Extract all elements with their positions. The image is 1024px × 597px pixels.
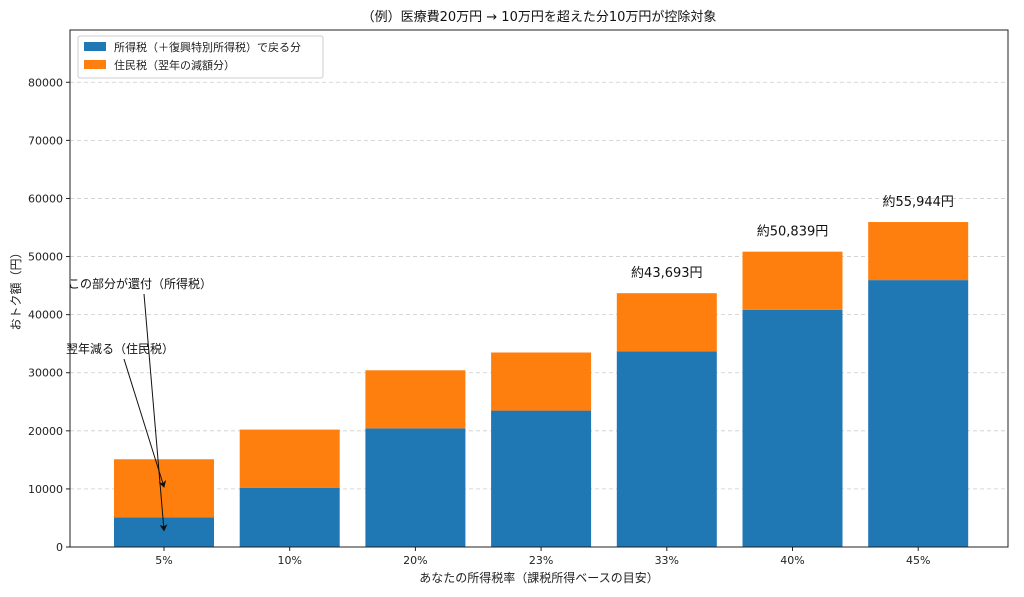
bar-segment-income-tax bbox=[114, 517, 214, 547]
bar-segment-income-tax bbox=[365, 428, 466, 547]
x-tick-label: 45% bbox=[906, 554, 930, 567]
bar-segment-income-tax bbox=[616, 351, 717, 547]
chart-title: （例）医療費20万円 → 10万円を超えた分10万円が控除対象 bbox=[362, 10, 717, 25]
y-axis-label: おトク額（円） bbox=[9, 246, 23, 330]
annotation-arrow bbox=[123, 358, 167, 488]
x-axis-label: あなたの所得税率（課税所得ベースの目安） bbox=[419, 570, 658, 585]
bar-segment-resident-tax bbox=[114, 459, 214, 518]
y-tick-label: 40000 bbox=[28, 309, 63, 322]
x-tick-label: 33% bbox=[655, 554, 679, 567]
y-tick-label: 50000 bbox=[28, 251, 63, 264]
legend-swatch bbox=[84, 42, 106, 51]
annotation-text: この部分が還付（所得税） bbox=[68, 276, 212, 291]
bar-segment-income-tax bbox=[742, 309, 843, 547]
bar-segment-resident-tax bbox=[868, 222, 969, 281]
bar-segment-resident-tax bbox=[365, 370, 466, 429]
x-tick-label: 23% bbox=[529, 554, 553, 567]
y-tick-label: 20000 bbox=[28, 425, 63, 438]
y-tick-label: 30000 bbox=[28, 367, 63, 380]
annotation-arrow bbox=[143, 293, 168, 532]
bar-segment-resident-tax bbox=[491, 352, 592, 411]
y-tick-label: 10000 bbox=[28, 483, 63, 496]
bar-segment-income-tax bbox=[491, 410, 592, 547]
annotation-text: 翌年減る（住民税） bbox=[66, 341, 174, 356]
bar-segment-income-tax bbox=[239, 487, 340, 547]
x-tick-label: 40% bbox=[780, 554, 804, 567]
y-tick-label: 0 bbox=[56, 541, 63, 554]
y-tick-label: 70000 bbox=[28, 134, 63, 147]
bar-segment-resident-tax bbox=[742, 251, 843, 310]
x-tick-label: 5% bbox=[155, 554, 172, 567]
legend-swatch bbox=[84, 60, 106, 69]
bar-segment-income-tax bbox=[868, 280, 969, 547]
x-tick-label: 10% bbox=[277, 554, 301, 567]
x-tick-label: 20% bbox=[403, 554, 427, 567]
bar-total-label: 約50,839円 bbox=[757, 225, 829, 240]
y-tick-label: 80000 bbox=[28, 76, 63, 89]
legend-box bbox=[77, 35, 324, 79]
bar-total-label: 約43,693円 bbox=[631, 266, 703, 281]
legend-label: 住民税（翌年の減額分） bbox=[114, 58, 235, 72]
plot-frame bbox=[69, 29, 1009, 548]
bar-total-label: 約55,944円 bbox=[882, 195, 954, 210]
legend-label: 所得税（＋復興特別所得税）で戻る分 bbox=[114, 40, 301, 54]
y-tick-label: 60000 bbox=[28, 192, 63, 205]
bar-segment-resident-tax bbox=[239, 429, 340, 488]
bar-segment-resident-tax bbox=[616, 293, 717, 352]
